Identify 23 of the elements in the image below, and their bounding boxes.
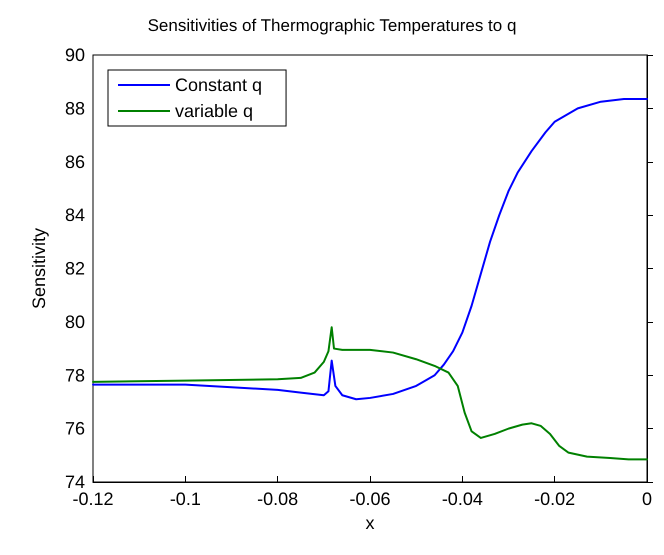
- y-tick-label: 76: [64, 418, 85, 439]
- y-tick-label: 78: [64, 365, 85, 386]
- x-tick-label: -0.04: [442, 489, 483, 509]
- x-tick-label: -0.1: [170, 489, 201, 509]
- y-tick-label: 82: [64, 258, 85, 278]
- y-tick-label: 88: [64, 98, 85, 118]
- legend-label: Constant q: [175, 75, 262, 95]
- line-series: [92, 326, 648, 460]
- x-tick-label: -0.06: [349, 489, 391, 509]
- line-series: [92, 98, 648, 400]
- x-tick-label: -0.12: [72, 489, 114, 509]
- y-tick-label: 86: [64, 152, 85, 172]
- x-tick-label: -0.08: [257, 489, 298, 509]
- y-tick-label: 90: [64, 45, 85, 65]
- y-tick-label: 74: [64, 472, 85, 492]
- x-tick-label: 0: [642, 489, 652, 509]
- chart-title: Sensitivities of Thermographic Temperatures to q: [148, 16, 516, 35]
- legend-label: variable q: [175, 101, 254, 121]
- y-axis-title: Sensitivity: [29, 228, 49, 310]
- x-axis-title: x: [366, 513, 374, 533]
- y-tick-label: 84: [64, 205, 85, 226]
- x-tick-label: -0.02: [534, 489, 576, 509]
- y-tick-label: 80: [64, 312, 85, 332]
